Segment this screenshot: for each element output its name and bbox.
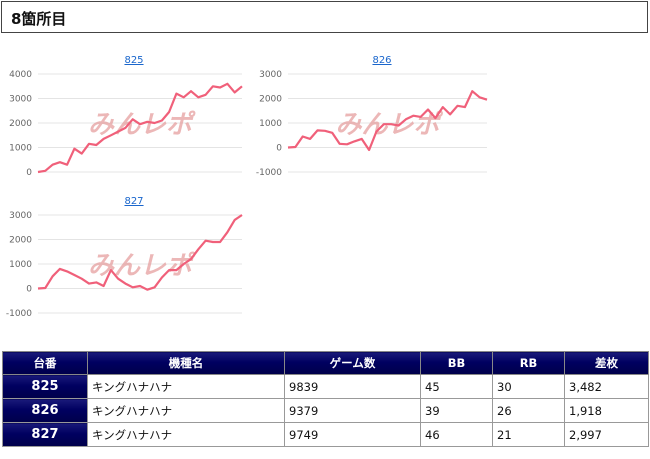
row-diff: 3,482 [564, 374, 649, 399]
chart-link-827[interactable]: 827 [124, 196, 144, 207]
page-title: 8箇所目 [11, 10, 67, 28]
y-tick-label: 0 [26, 285, 32, 295]
section-header: 8箇所目 [1, 1, 648, 33]
row-rb: 26 [492, 398, 565, 423]
row-games: 9839 [284, 374, 421, 399]
y-tick-label: 4000 [9, 70, 32, 80]
y-tick-label: 2000 [259, 95, 282, 105]
row-bb: 45 [420, 374, 493, 399]
watermark-logo-icon: みんレポ [88, 251, 196, 281]
y-tick-label: 2000 [9, 119, 32, 129]
row-bb: 39 [420, 398, 493, 423]
series-line [37, 214, 243, 291]
watermark-logo-icon: みんレポ [88, 110, 196, 140]
y-tick-label: -1000 [256, 168, 282, 178]
header-model: 機種名 [87, 351, 285, 375]
chart-827: 3000 2000 1000 0 -1000 みんレポ [6, 211, 243, 319]
row-rb: 30 [492, 374, 565, 399]
y-tick-label: 2000 [9, 236, 32, 246]
header-number: 台番 [2, 351, 88, 375]
row-games: 9379 [284, 398, 421, 423]
series-line [37, 82, 243, 174]
row-model: キングハナハナ [87, 422, 285, 447]
table-header-row: 台番 機種名 ゲーム数 BB RB 差枚 [2, 351, 649, 375]
y-tick-label: 3000 [9, 211, 32, 221]
y-tick-label: 1000 [9, 260, 32, 270]
header-games: ゲーム数 [284, 351, 421, 375]
y-tick-label: 3000 [9, 95, 32, 105]
row-model: キングハナハナ [87, 398, 285, 423]
y-tick-label: 3000 [259, 70, 282, 80]
row-diff: 1,918 [564, 398, 649, 423]
row-rb: 21 [492, 422, 565, 447]
row-number: 826 [2, 398, 88, 423]
chart-link-826[interactable]: 826 [372, 55, 392, 66]
row-games: 9749 [284, 422, 421, 447]
series-line [287, 90, 488, 152]
row-number: 825 [2, 374, 88, 399]
y-tick-label: 1000 [9, 144, 32, 154]
table-row: 827 キングハナハナ 9749 46 21 2,997 [2, 422, 649, 447]
row-model: キングハナハナ [87, 374, 285, 399]
y-tick-label: -1000 [6, 309, 32, 319]
row-diff: 2,997 [564, 422, 649, 447]
header-bb: BB [420, 351, 493, 375]
header-diff: 差枚 [564, 351, 649, 375]
chart-825: 4000 3000 2000 1000 0 みんレポ [9, 70, 243, 178]
chart-link-825[interactable]: 825 [124, 55, 144, 66]
y-tick-label: 1000 [259, 119, 282, 129]
machine-table: 台番 機種名 ゲーム数 BB RB 差枚 825 キングハナハナ 9839 45… [2, 351, 649, 447]
row-bb: 46 [420, 422, 493, 447]
row-number: 827 [2, 422, 88, 447]
y-tick-label: 0 [26, 168, 32, 178]
table-row: 826 キングハナハナ 9379 39 26 1,918 [2, 398, 649, 423]
table-row: 825 キングハナハナ 9839 45 30 3,482 [2, 374, 649, 399]
y-tick-label: 0 [276, 144, 282, 154]
header-rb: RB [492, 351, 565, 375]
